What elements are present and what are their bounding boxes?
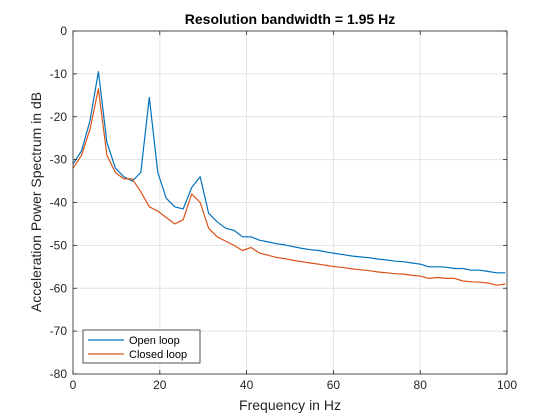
x-tick-label: 20	[153, 378, 167, 392]
x-axis-label: Frequency in Hz	[239, 397, 341, 413]
y-tick-label: -70	[50, 324, 68, 338]
legend-label-closed-loop: Closed loop	[129, 349, 187, 361]
series-group	[72, 71, 506, 286]
y-tick-label: -40	[50, 196, 68, 210]
y-tick-labels: 0 -10 -20 -30 -40 -50 -60 -70 -80	[50, 24, 68, 381]
series-line-open-loop	[72, 71, 506, 274]
x-tick-label: 60	[327, 378, 341, 392]
x-tick-labels: 0 20 40 60 80 100	[70, 378, 518, 392]
tick-marks	[72, 30, 508, 375]
series-line-closed-loop	[72, 88, 506, 286]
y-tick-label: -20	[50, 110, 68, 124]
legend-label-open-loop: Open loop	[129, 335, 180, 347]
chart-title: Resolution bandwidth = 1.95 Hz	[185, 11, 395, 27]
y-tick-label: -80	[50, 367, 68, 381]
x-tick-label: 40	[240, 378, 254, 392]
y-tick-label: 0	[60, 24, 67, 38]
y-axis-label: Acceleration Power Spectrum in dB	[28, 92, 44, 312]
x-tick-label: 80	[414, 378, 428, 392]
y-tick-label: -60	[50, 281, 68, 295]
legend: Open loop Closed loop	[82, 329, 201, 364]
y-tick-label: -10	[50, 67, 68, 81]
x-tick-label: 100	[497, 378, 517, 392]
x-tick-label: 0	[70, 378, 77, 392]
legend-box	[82, 329, 201, 364]
y-tick-label: -30	[50, 153, 68, 167]
y-tick-label: -50	[50, 238, 68, 252]
